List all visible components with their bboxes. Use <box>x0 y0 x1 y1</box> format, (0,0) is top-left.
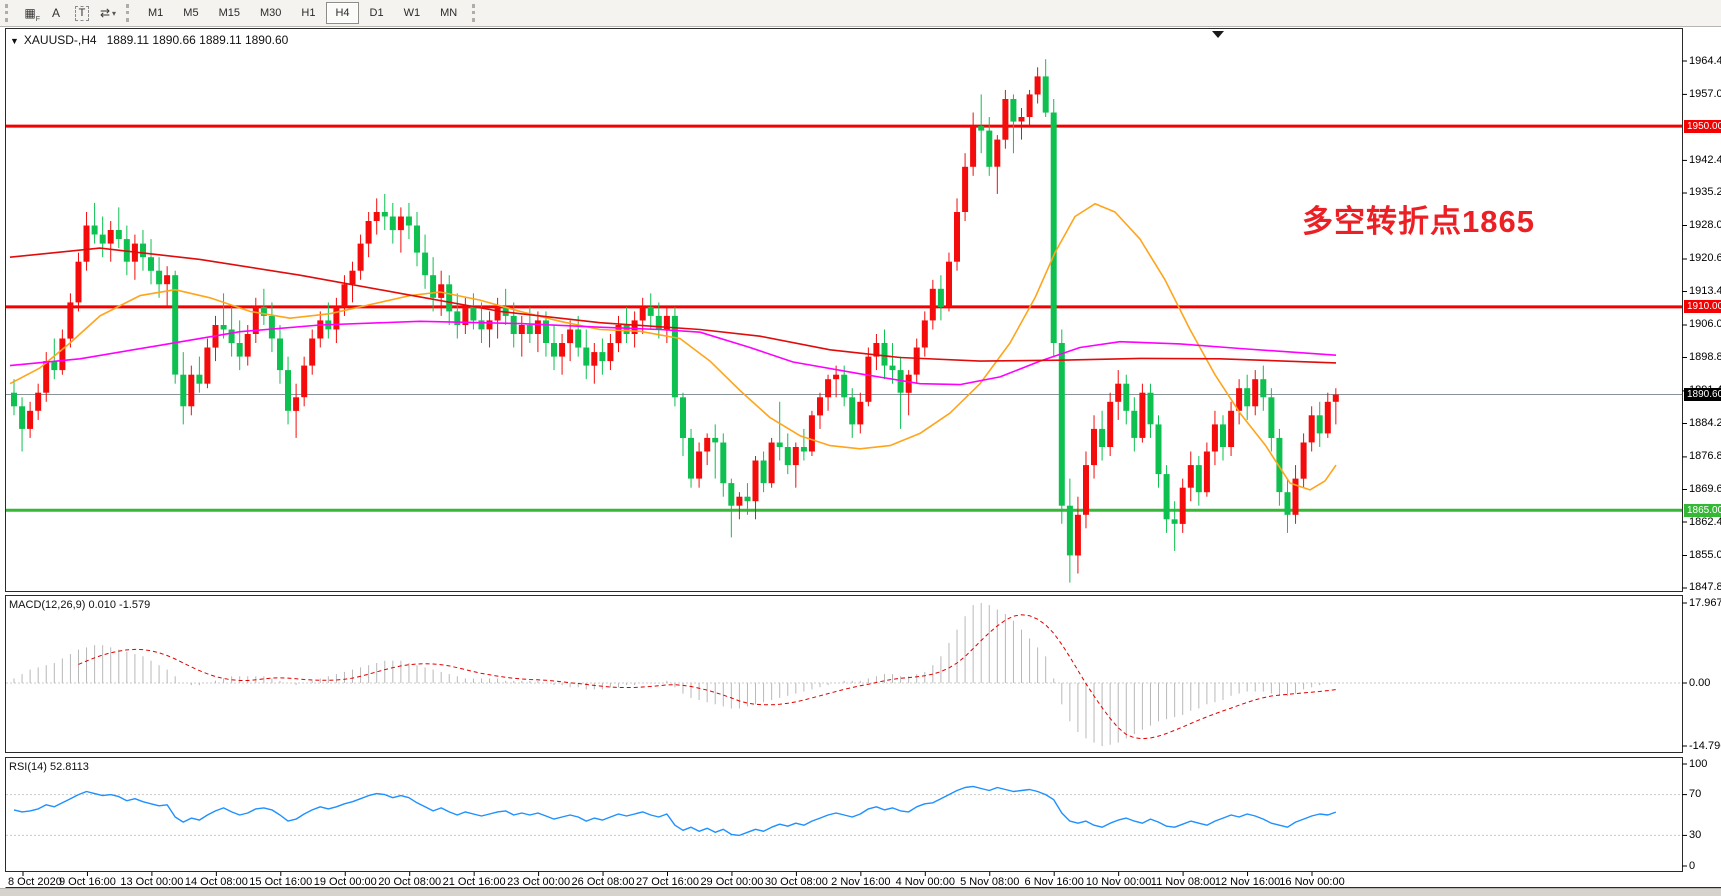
grid-indicator-icon[interactable]: ▦ F <box>18 2 42 24</box>
ma-medium <box>9 320 1337 386</box>
grid-glyph: ▦ <box>24 6 36 20</box>
tf-button-M1[interactable]: M1 <box>148 7 164 19</box>
tf-button-W1[interactable]: W1 <box>403 7 421 19</box>
tf-button-D1[interactable]: D1 <box>369 7 384 19</box>
tf-button-H1[interactable]: H1 <box>301 7 316 19</box>
timeframe-buttons: M1 M5 M15 M30 H1 H4 D1 W1 MN <box>138 2 467 24</box>
tf-button-M30[interactable]: M30 <box>259 7 282 19</box>
toolbar-grip[interactable] <box>5 4 12 22</box>
tf-button-M5[interactable]: M5 <box>183 7 199 19</box>
toolbar-grip[interactable] <box>472 4 479 22</box>
tf-button-H4[interactable]: H4 <box>326 2 359 24</box>
toolbar: ▦ F A T ⇄ ▾ M1 M5 M15 M30 H1 H4 D1 W1 MN <box>0 0 1721 27</box>
toolbar-grip[interactable] <box>126 4 133 22</box>
text-a-glyph: A <box>51 6 60 20</box>
status-strip <box>0 888 1721 896</box>
grid-sub: F <box>35 16 40 23</box>
arrows-glyph: ⇄ <box>99 6 111 20</box>
tf-button-MN[interactable]: MN <box>440 7 458 19</box>
text-box-icon[interactable]: T <box>70 2 94 24</box>
tf-button-M15[interactable]: M15 <box>218 7 240 19</box>
text-t-glyph: T <box>74 5 90 21</box>
objects-arrows-icon[interactable]: ⇄ ▾ <box>96 2 120 24</box>
ma-slow <box>9 247 1337 364</box>
ma-fast <box>9 203 1337 491</box>
text-label-icon[interactable]: A <box>44 2 68 24</box>
shift-marker-icon <box>1212 31 1224 38</box>
chevron-down-icon: ▾ <box>112 8 117 18</box>
